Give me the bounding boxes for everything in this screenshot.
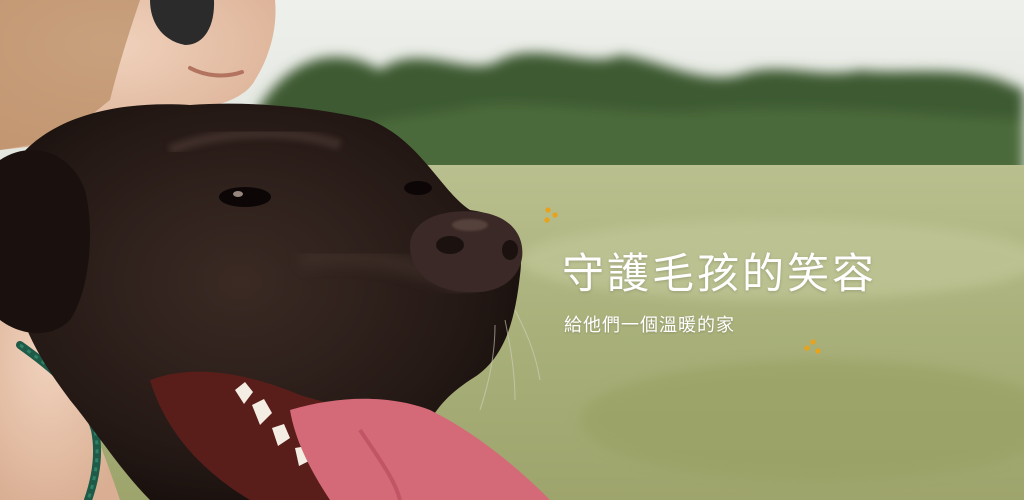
paw-dots-icon xyxy=(804,339,821,354)
banner-headline: 守護毛孩的笑容 xyxy=(562,249,878,298)
banner-subline: 給他們一個溫暖的家 xyxy=(564,315,735,336)
paw-dots-icon xyxy=(544,207,558,223)
